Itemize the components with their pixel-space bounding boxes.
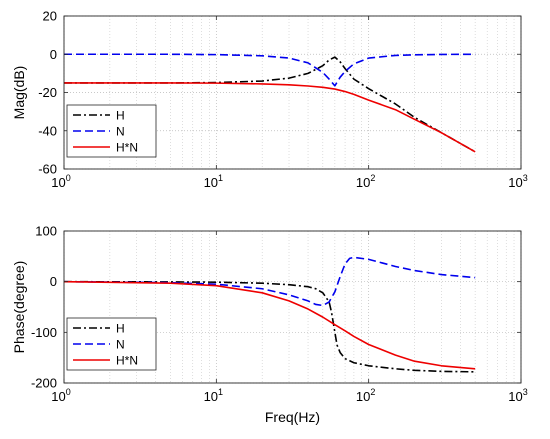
y-tick-label: 100 [35,224,57,239]
x-tick-label-base: 10 [356,389,370,404]
y-axis-label: Phase(degree) [11,261,27,354]
x-tick-label-exponent: 2 [370,173,375,183]
legend: HN H*N [66,317,157,371]
x-tick-label: 100 [51,173,70,190]
legend-label-0: H [116,322,125,336]
y-tick-label: 20 [43,9,57,24]
series-line-0 [63,280,476,373]
x-tick-label: 100 [51,387,70,404]
x-tick-label: 102 [356,173,375,190]
y-tick-label: -40 [38,123,57,138]
series-line-0 [64,56,476,153]
x-tick-label: 101 [204,173,223,190]
y-tick-label: 0 [50,274,57,289]
legend: HN H*N [66,104,157,158]
x-tick-label: 101 [204,387,223,404]
y-tick-label: 0 [50,47,57,62]
x-tick-label-exponent: 3 [523,173,528,183]
x-tick-label-base: 10 [204,175,218,190]
legend-label-1: N [116,125,125,139]
panel-phase: 100 101 102 1031000-100-200Phase(degree)Fre… [11,224,528,426]
legend-label-2: H*N [116,141,138,155]
legend-label-0: H [116,109,125,123]
x-tick-label-base: 10 [51,175,65,190]
series-line-1 [63,256,476,307]
x-tick-label-base: 10 [204,389,218,404]
x-tick-label-base: 10 [508,389,522,404]
series-line-2 [64,82,476,153]
x-tick-label: 103 [508,387,527,404]
legend-box [66,104,157,158]
legend-box [66,317,157,371]
y-tick-label: -100 [31,325,57,340]
series-line-1 [64,53,476,87]
y-tick-label: -200 [31,376,57,391]
y-tick-label: -60 [38,162,57,177]
y-tick-label: -20 [38,85,57,100]
axes-box [63,230,522,384]
x-tick-label-exponent: 2 [370,387,375,397]
x-tick-label-exponent: 1 [218,173,223,183]
x-tick-label-base: 10 [356,175,370,190]
x-tick-label: 102 [356,387,375,404]
x-tick-label-exponent: 0 [66,173,71,183]
x-tick-label-exponent: 3 [523,387,528,397]
x-tick-label: 103 [508,173,527,190]
x-tick-label-base: 10 [508,175,522,190]
x-tick-label-exponent: 0 [66,387,71,397]
legend-label-1: N [116,338,125,352]
y-axis-label: Mag(dB) [11,66,27,120]
series-line-2 [63,280,476,370]
x-axis-label: Freq(Hz) [265,409,320,425]
legend-label-2: H*N [116,354,138,368]
x-tick-label-base: 10 [51,389,65,404]
x-tick-label-exponent: 1 [218,387,223,397]
